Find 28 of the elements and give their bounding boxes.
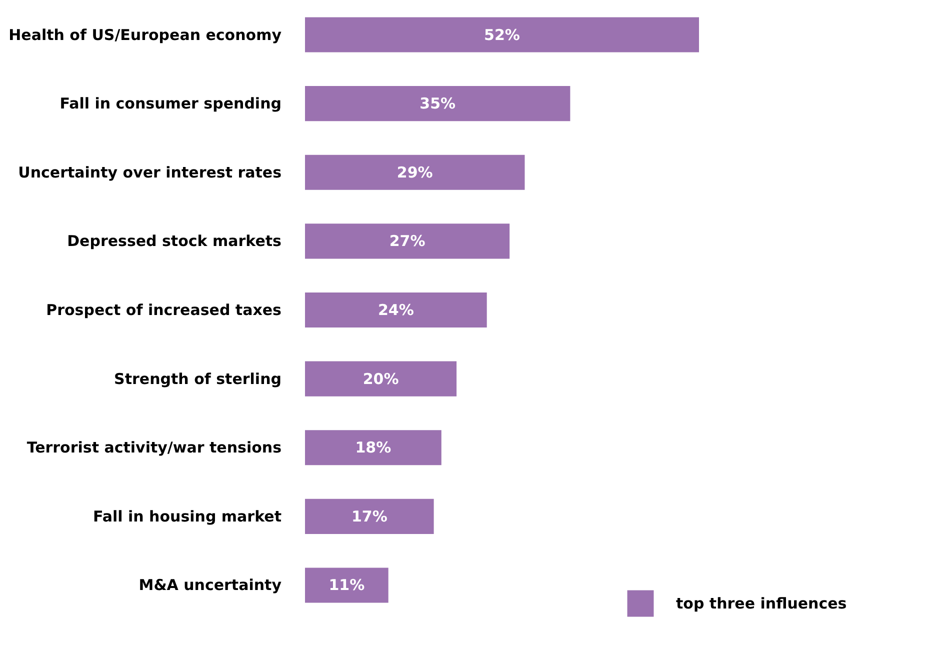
y-tick-label: Uncertainty over interest rates [18,163,282,182]
y-tick-label: Strength of sterling [114,370,282,388]
bar [305,154,525,190]
data-label: 24% [378,301,414,319]
bar [305,430,442,466]
bar [305,498,434,534]
data-label: 29% [396,163,433,182]
y-tick-label: Terrorist activity/war tensions [26,438,282,457]
data-label: 11% [328,576,365,594]
legend-label: top three influences [676,594,847,612]
data-label: 27% [389,232,426,250]
data-label: 52% [484,26,520,44]
y-tick-label: Depressed stock markets [67,232,282,250]
data-label: 17% [351,507,388,526]
y-tick-label: Fall in consumer spending [60,94,282,113]
data-label: 20% [362,370,399,388]
bar [305,361,457,396]
bar [305,86,570,122]
bar [305,224,510,259]
bar [305,17,699,52]
y-tick-label: Health of US/European economy [8,26,282,44]
bar [305,292,487,328]
bar [305,568,388,603]
y-tick-label: M&A uncertainty [138,576,282,594]
data-label: 35% [420,94,456,113]
y-tick-label: Prospect of increased taxes [46,301,282,319]
y-tick-label: Fall in housing market [93,507,282,526]
data-label: 18% [355,438,392,457]
